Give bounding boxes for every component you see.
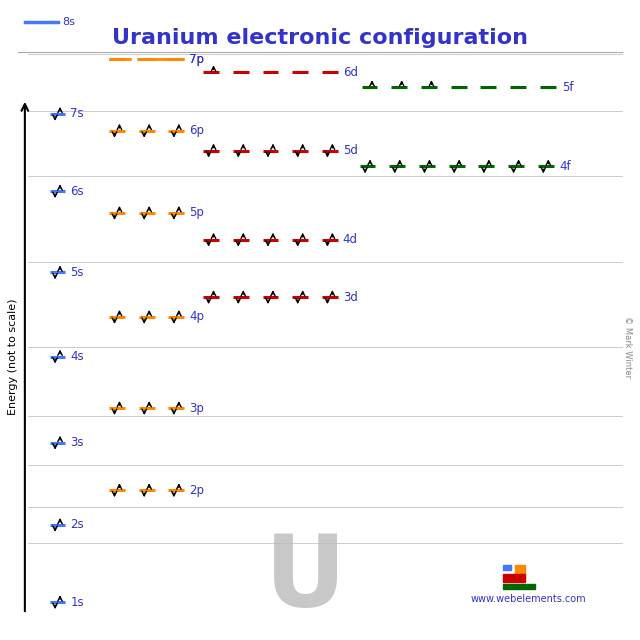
Text: 5p: 5p — [189, 207, 204, 220]
Text: 5f: 5f — [562, 81, 573, 93]
Text: 2s: 2s — [70, 518, 84, 531]
Text: 7p: 7p — [189, 53, 204, 66]
Text: 6p: 6p — [189, 124, 204, 137]
Text: 3p: 3p — [189, 401, 204, 415]
Text: 5d: 5d — [343, 144, 358, 157]
Text: 3d: 3d — [343, 291, 358, 303]
Text: U: U — [264, 531, 346, 628]
Text: 8s: 8s — [63, 17, 76, 27]
Text: Energy (not to scale): Energy (not to scale) — [8, 298, 18, 415]
Text: 3s: 3s — [70, 436, 84, 449]
Text: 7s: 7s — [70, 108, 84, 120]
Text: 2p: 2p — [189, 484, 204, 497]
Text: 6s: 6s — [70, 185, 84, 198]
Text: 4d: 4d — [343, 233, 358, 246]
Bar — [515, 564, 525, 575]
Text: Uranium electronic configuration: Uranium electronic configuration — [112, 28, 528, 47]
Bar — [503, 564, 511, 570]
Text: www.webelements.com: www.webelements.com — [470, 594, 586, 604]
Text: © Mark Winter: © Mark Winter — [623, 316, 632, 378]
Text: 5s: 5s — [70, 266, 84, 279]
Text: 6d: 6d — [343, 66, 358, 79]
Text: 4p: 4p — [189, 310, 204, 323]
Text: 4f: 4f — [559, 160, 572, 173]
Bar — [503, 575, 525, 582]
Text: 1s: 1s — [70, 596, 84, 609]
Bar — [503, 584, 535, 589]
Text: 7p: 7p — [189, 53, 204, 66]
Text: 4s: 4s — [70, 350, 84, 363]
